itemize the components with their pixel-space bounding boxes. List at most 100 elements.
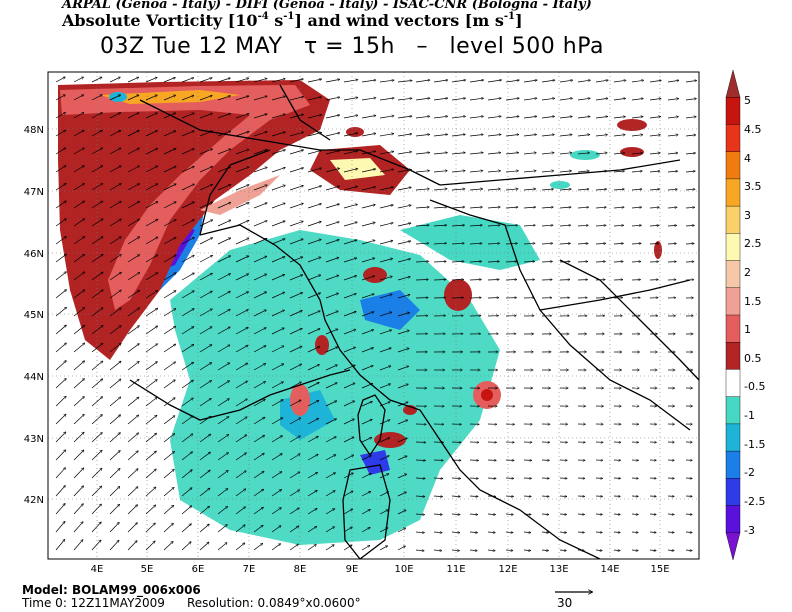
wind-vector [595, 153, 607, 154]
wind-vector [109, 290, 121, 299]
wind-vector [469, 478, 478, 479]
wind-vector [361, 312, 374, 317]
wind-vector [55, 522, 65, 533]
wind-vector [199, 542, 209, 551]
wind-vector [397, 546, 405, 551]
wind-vector [199, 381, 211, 389]
negative-vorticity-cell [109, 92, 127, 102]
wind-vector [613, 117, 625, 119]
wind-vector [145, 113, 157, 119]
wind-vector [289, 526, 299, 533]
lat-label: 42N [24, 495, 44, 506]
wind-vector [379, 80, 394, 83]
wind-vector [163, 505, 174, 515]
wind-vector [55, 540, 65, 551]
wind-vector [217, 256, 231, 263]
wind-vector [163, 326, 176, 335]
wind-vector [271, 114, 285, 119]
wind-vector [325, 365, 337, 371]
wind-vector [109, 469, 120, 479]
wind-vector [649, 171, 660, 172]
wind-vector [379, 384, 390, 389]
wind-vector [631, 80, 644, 83]
wind-vector [379, 116, 394, 119]
wind-vector [523, 532, 531, 533]
wind-vector [91, 468, 102, 479]
wind-vector [343, 222, 357, 227]
wind-vector [109, 540, 119, 551]
wind-vector [397, 170, 411, 173]
wind-vector [379, 474, 389, 479]
wind-vector [451, 80, 466, 83]
wind-vector [451, 207, 465, 208]
negative-vorticity-cell [570, 150, 600, 160]
wind-vector [307, 383, 319, 389]
wind-vector [307, 186, 321, 191]
wind-vector [109, 397, 121, 407]
colorbar-label: 1.5 [744, 295, 762, 308]
wind-vector [325, 473, 335, 479]
wind-vector [127, 308, 139, 317]
wind-vector [289, 150, 303, 155]
wind-vector [667, 153, 678, 154]
wind-vector [217, 507, 228, 515]
colorbar-segment [725, 478, 741, 506]
wind-vector [307, 257, 321, 263]
wind-vector [181, 362, 194, 371]
wind-vector [523, 135, 536, 137]
border-3 [439, 159, 681, 186]
wind-vector [289, 186, 303, 191]
wind-vector [217, 202, 231, 209]
wind-vector [451, 171, 465, 173]
wind-vector [487, 261, 499, 262]
colorbar-label: 0.5 [744, 352, 762, 365]
wind-vector [559, 514, 567, 515]
wind-vector [415, 261, 429, 262]
wind-vector [109, 113, 121, 119]
wind-vector [649, 117, 661, 119]
wind-vector [595, 243, 606, 244]
wind-vector [685, 514, 692, 515]
wind-vector [235, 489, 246, 497]
institutions-header: ARPAL (Genoa - Italy) - DIFI (Genoa - It… [62, 0, 592, 12]
wind-vector [91, 272, 103, 281]
wind-vector [505, 207, 518, 208]
wind-vector [433, 280, 446, 281]
wind-vector [253, 382, 265, 389]
wind-vector [523, 207, 536, 208]
colorbar-label: -3 [744, 524, 755, 537]
wind-vector [127, 131, 139, 137]
wind-vector [145, 415, 157, 425]
wind-vector [379, 366, 391, 371]
wind-vector [343, 80, 358, 83]
lat-label: 47N [24, 187, 44, 198]
negative-vorticity-area-east [400, 215, 540, 270]
wind-vector [109, 130, 121, 137]
wind-vector [505, 153, 519, 155]
wind-vector [145, 148, 158, 155]
wind-vector [343, 509, 353, 515]
wind-vector [199, 113, 212, 119]
wind-vector [73, 343, 85, 353]
wind-vector [469, 153, 483, 155]
wind-vector [217, 327, 230, 335]
wind-vector [325, 545, 334, 551]
wind-vector [361, 151, 376, 155]
wind-vector [613, 135, 625, 136]
wind-vector [631, 99, 643, 101]
wind-vector [55, 272, 66, 281]
wind-vector [469, 171, 483, 173]
wind-vector [91, 290, 103, 299]
wind-vector [631, 550, 638, 551]
wind-vector [559, 225, 571, 226]
wind-vector [217, 131, 231, 137]
positive-vorticity-cell-core [481, 389, 493, 401]
wind-vector [577, 117, 590, 119]
wind-vector [289, 132, 303, 137]
wind-vector [235, 435, 247, 443]
wind-vector [379, 152, 394, 155]
wind-vector [145, 166, 158, 173]
wind-vector [55, 414, 66, 425]
wind-vector [91, 184, 103, 191]
wind-vector [469, 135, 483, 137]
